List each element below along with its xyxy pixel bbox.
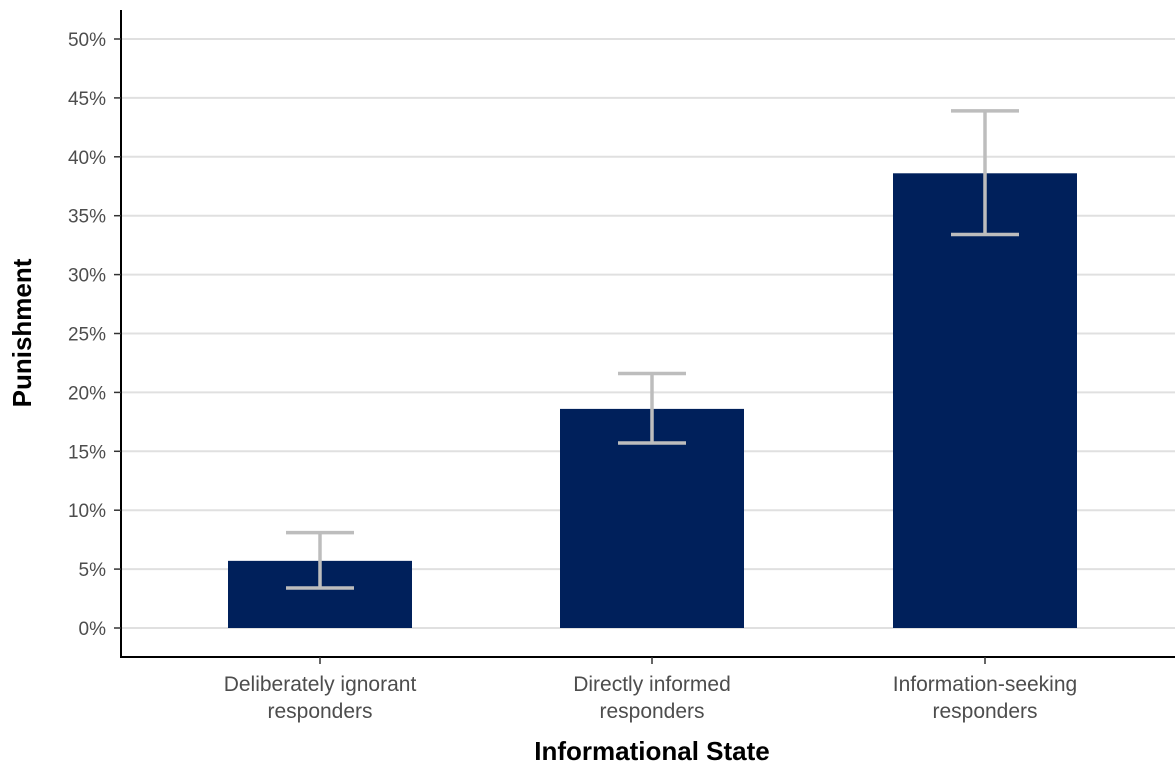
bar xyxy=(893,173,1077,629)
x-axis-title: Informational State xyxy=(534,736,769,765)
y-tick-label: 15% xyxy=(68,442,106,463)
error-bar xyxy=(286,530,354,590)
x-tick-label-line: Directly informed xyxy=(573,673,731,696)
error-bar xyxy=(951,109,1019,237)
x-tick-label-line: responders xyxy=(932,700,1037,723)
x-tick-label: Directly informed responders xyxy=(573,673,731,723)
y-tick-label: 40% xyxy=(68,148,106,169)
x-tick-label-line: Information-seeking xyxy=(893,673,1077,696)
error-bars xyxy=(286,109,1019,590)
y-tick-label: 25% xyxy=(68,325,106,346)
y-tick-label: 0% xyxy=(79,619,107,640)
y-axis-title: Punishment xyxy=(7,258,37,407)
y-tick-label: 30% xyxy=(68,266,106,287)
y-ticks: 0% 5% 10% 15% 20% 25% 30% 35% 40% 45% 50% xyxy=(68,30,121,640)
x-tick-label: Deliberately ignorant responders xyxy=(224,673,417,723)
x-tick-label-line: Deliberately ignorant xyxy=(224,673,417,696)
bars xyxy=(228,173,1077,629)
y-tick-label: 45% xyxy=(68,89,106,110)
bar xyxy=(560,408,744,628)
y-tick-label: 5% xyxy=(79,560,107,581)
x-tick-label: Information-seeking responders xyxy=(893,673,1077,723)
y-tick-label: 10% xyxy=(68,501,106,522)
x-tick-label-line: responders xyxy=(599,700,704,723)
x-tick-label-line: responders xyxy=(267,700,372,723)
y-tick-label: 35% xyxy=(68,207,106,228)
x-ticks: Deliberately ignorant respondersDirectly … xyxy=(224,657,1077,723)
error-bar xyxy=(618,371,686,445)
y-tick-label: 20% xyxy=(68,383,106,404)
y-tick-label: 50% xyxy=(68,30,106,51)
